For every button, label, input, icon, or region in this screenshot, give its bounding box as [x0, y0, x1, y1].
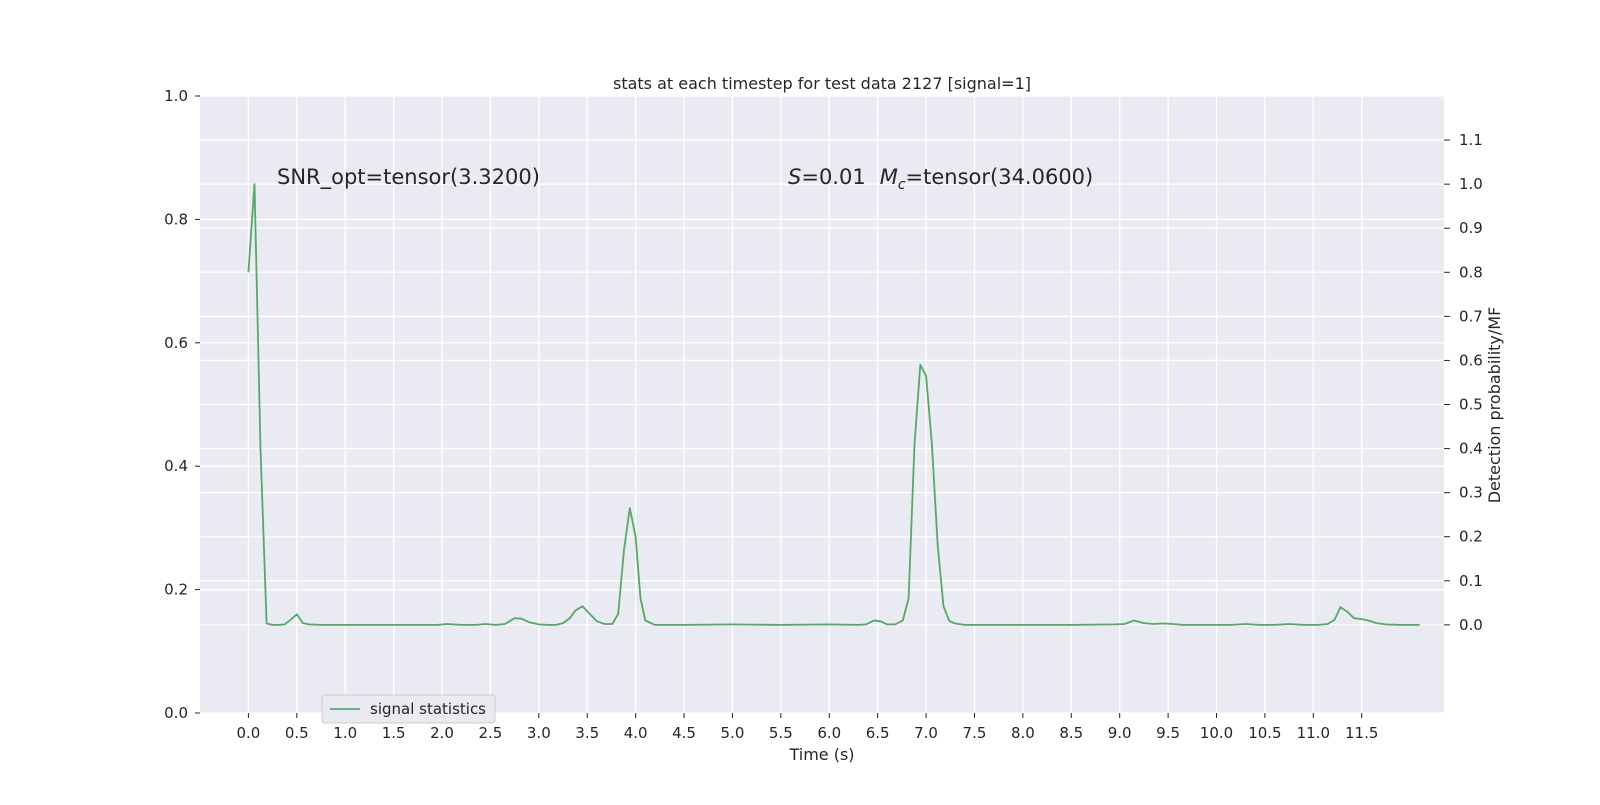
- x-axis-label: Time (s): [788, 745, 854, 764]
- y-right-tick-label: 0.0: [1459, 616, 1483, 634]
- x-tick-label: 2.5: [478, 724, 502, 742]
- x-tick-label: 5.5: [769, 724, 793, 742]
- x-tick-label: 11.5: [1345, 724, 1378, 742]
- x-tick-label: 6.0: [817, 724, 841, 742]
- x-tick-label: 8.5: [1059, 724, 1083, 742]
- y-left-tick-label: 0.0: [164, 704, 188, 722]
- x-tick-label: 5.0: [721, 724, 745, 742]
- y-left-tick-label: 0.2: [164, 581, 188, 599]
- x-tick-label: 10.0: [1200, 724, 1233, 742]
- x-tick-label: 9.0: [1108, 724, 1132, 742]
- y-right-tick-label: 0.3: [1459, 484, 1483, 502]
- x-tick-label: 3.0: [527, 724, 551, 742]
- y-left-tick-label: 0.8: [164, 210, 188, 228]
- x-tick-label: 0.5: [285, 724, 309, 742]
- y-right-tick-label: 0.9: [1459, 219, 1483, 237]
- y-axis-right-label: Detection probability/MF: [1485, 307, 1504, 504]
- snr-annotation: SNR_opt=tensor(3.3200): [277, 165, 540, 190]
- x-tick-label: 7.0: [914, 724, 938, 742]
- legend-label-signal-statistics: signal statistics: [370, 700, 486, 718]
- s-mc-annotation: S=0.01 Mc=tensor(34.0600): [788, 165, 1093, 193]
- x-tick-label: 1.5: [382, 724, 406, 742]
- x-tick-label: 11.0: [1297, 724, 1330, 742]
- y-left-tick-label: 1.0: [164, 87, 188, 105]
- y-axis-left-ticks: 0.0 0.2 0.4 0.6 0.8 1.0: [164, 87, 200, 722]
- y-right-tick-label: 0.7: [1459, 307, 1483, 325]
- x-tick-label: 4.0: [624, 724, 648, 742]
- y-right-tick-label: 0.4: [1459, 440, 1483, 458]
- y-right-tick-label: 0.5: [1459, 396, 1483, 414]
- y-right-tick-label: 0.2: [1459, 528, 1483, 546]
- legend-box: [321, 694, 496, 724]
- x-tick-label: 7.5: [963, 724, 987, 742]
- y-left-tick-label: 0.6: [164, 334, 188, 352]
- y-right-tick-label: 0.1: [1459, 572, 1483, 590]
- y-right-tick-label: 1.0: [1459, 175, 1483, 193]
- y-axis-right-ticks: 0.0 0.1 0.2 0.3 0.4 0.5 0.6 0.7 0.8 0.9 1.0 1.1: [1444, 131, 1483, 634]
- x-tick-label: 4.5: [672, 724, 696, 742]
- x-tick-label: 3.5: [575, 724, 599, 742]
- x-tick-label: 1.0: [333, 724, 357, 742]
- y-right-tick-label: 0.6: [1459, 351, 1483, 369]
- chart-title: stats at each timestep for test data 212…: [613, 74, 1031, 93]
- legend: signal statistics: [321, 694, 496, 724]
- y-right-tick-label: 0.8: [1459, 263, 1483, 281]
- y-left-tick-label: 0.4: [164, 457, 188, 475]
- x-tick-label: 0.0: [236, 724, 260, 742]
- series-line-signal-statistics: [247, 183, 1420, 626]
- x-tick-label: 2.0: [430, 724, 454, 742]
- x-tick-label: 8.0: [1011, 724, 1035, 742]
- y-right-tick-label: 1.1: [1459, 131, 1483, 149]
- x-tick-label: 9.5: [1156, 724, 1180, 742]
- x-tick-label: 10.5: [1248, 724, 1281, 742]
- x-tick-label: 6.5: [866, 724, 890, 742]
- x-axis-ticks: 0.0 0.5 1.0 1.5 2.0 2.5 3.0 3.5 4.0 4.5 5.0 5.5 6.0 6…: [236, 713, 1378, 742]
- series-layer: [247, 183, 1420, 626]
